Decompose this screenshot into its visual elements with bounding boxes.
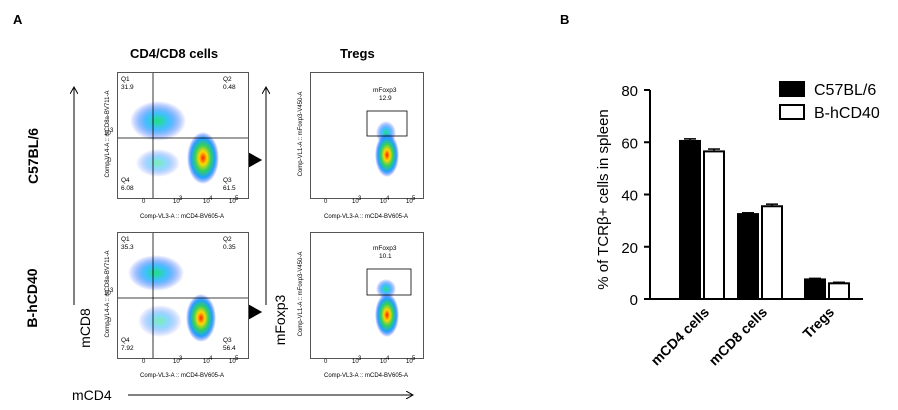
q4-value-hcd40: 7.92	[121, 345, 134, 352]
cd8-population	[130, 101, 186, 141]
x-category-label-2: Tregs	[799, 304, 837, 342]
q4-label-c57: Q4	[121, 177, 130, 184]
xlabel-hcd40-cd4cd8: Comp-VL3-A :: mCD4-BV605-A	[139, 373, 225, 379]
panel-a-letter: A	[13, 12, 23, 27]
bar-c57-1	[737, 213, 759, 300]
col-title-tregs: Tregs	[340, 46, 375, 61]
ytick-c57-cd4cd8-b: 3	[110, 128, 114, 134]
q1-label-hcd40: Q1	[121, 236, 130, 243]
legend-label-0: C57BL/6	[814, 82, 876, 99]
axis-label-mcd4: mCD4	[72, 387, 112, 403]
flow-plot-c57-treg-svg	[366, 110, 408, 177]
q2-label-c57: Q2	[223, 76, 232, 83]
gate-name-hcd40: mFoxp3	[373, 245, 397, 252]
cd8-population	[128, 255, 184, 291]
treg-population	[376, 279, 396, 299]
flow-plot-c57-cd4cd8-svg	[118, 73, 248, 198]
dn-population	[138, 305, 182, 337]
treg-gate	[366, 268, 412, 296]
q1-value-hcd40: 35.3	[121, 244, 134, 251]
bar-c57-2	[804, 278, 826, 300]
y-tick-label-3: 60	[621, 135, 638, 152]
ytick-hcd40-cd4cd8-a: 10	[104, 291, 111, 297]
flow-plot-hcd40-treg: mFoxp3 10.1	[310, 232, 424, 359]
q2-label-hcd40: Q2	[223, 236, 232, 243]
axis-arrows	[0, 0, 560, 410]
y-tick-label-1: 20	[621, 240, 638, 257]
y-axis-label: % of TCRβ+ cells in spleen	[595, 109, 612, 290]
x-category-label-1: mCD8 cells	[705, 304, 770, 369]
bar-c57-0	[679, 139, 701, 300]
legend-swatch-0	[779, 81, 805, 97]
y-tick-label-0: 0	[630, 292, 638, 309]
q4-label-hcd40: Q4	[121, 337, 130, 344]
q2-value-hcd40: 0.35	[223, 244, 236, 251]
bar-hcd40-2	[828, 282, 850, 300]
xlabel-hcd40-treg: Comp-VL3-A :: mCD4-BV605-A	[323, 373, 409, 379]
flow-plot-c57-treg: mFoxp3 12.9	[310, 72, 424, 199]
dn-population	[136, 149, 180, 177]
x-category-label-0: mCD4 cells	[647, 304, 712, 369]
xlabel-c57-cd4cd8: Comp-VL3-A :: mCD4-BV605-A	[139, 214, 225, 220]
q3-value-c57: 61.5	[223, 185, 236, 192]
q4-value-c57: 6.08	[121, 185, 134, 192]
foxp3-neg-population	[375, 293, 399, 337]
cd4-population	[186, 294, 216, 342]
q2-value-c57: 0.48	[223, 84, 236, 91]
bar-chart: 0 20 40 60 80 % of TCRβ+ cells in spleen mCD4 …	[595, 81, 880, 369]
panel-b-letter: B	[560, 12, 570, 27]
cd4-population	[187, 132, 219, 184]
y-tick-label-4: 80	[621, 83, 638, 100]
xlabel-c57-treg: Comp-VL3-A :: mCD4-BV605-A	[323, 214, 409, 220]
q1-label-c57: Q1	[121, 76, 130, 83]
q3-label-c57: Q3	[223, 177, 232, 184]
legend-swatch-1	[779, 104, 805, 120]
gate-value-c57: 12.9	[379, 95, 392, 102]
q1-value-c57: 31.9	[121, 84, 134, 91]
treg-gate	[366, 110, 408, 137]
y-tick-label-2: 40	[621, 188, 638, 205]
flow-plot-c57-cd4cd8: Q1 31.9 Q2 0.48 Q3 61.5 Q4 6.08	[117, 72, 249, 199]
col-title-cd4cd8: CD4/CD8 cells	[130, 46, 219, 61]
ytick-hcd40-cd4cd8-c: 0	[108, 318, 112, 324]
gate-value-hcd40: 10.1	[379, 253, 392, 260]
ytick-hcd40-cd4cd8-b: 3	[110, 288, 114, 294]
q3-label-hcd40: Q3	[223, 337, 232, 344]
flow-plot-hcd40-treg-svg	[366, 268, 412, 337]
ylabel-c57-treg: Comp-VL1-A :: mFoxp3-V450-A	[298, 91, 304, 177]
flow-plot-hcd40-cd4cd8: Q1 35.3 Q2 0.35 Q3 56.4 Q4 7.92	[117, 232, 249, 359]
ytick-c57-cd4cd8-c: 0	[108, 158, 112, 164]
q3-value-hcd40: 56.4	[223, 345, 236, 352]
flow-plot-hcd40-cd4cd8-svg	[118, 233, 248, 358]
legend-label-1: B-hCD40	[814, 105, 880, 122]
foxp3-neg-population	[375, 133, 399, 177]
ylabel-hcd40-treg: Comp-VL1-A :: mFoxp3-V450-A	[298, 251, 304, 337]
bar-hcd40-1	[761, 205, 783, 301]
bar-hcd40-0	[703, 150, 725, 300]
gate-name-c57: mFoxp3	[373, 87, 397, 94]
ytick-c57-cd4cd8-a: 10	[104, 131, 111, 137]
